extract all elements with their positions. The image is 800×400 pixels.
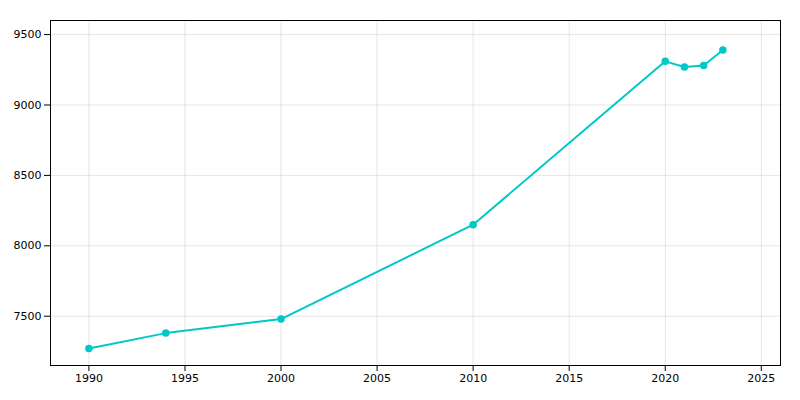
svg-text:1995: 1995 (171, 372, 199, 385)
svg-text:8500: 8500 (14, 169, 42, 182)
svg-text:1990: 1990 (75, 372, 103, 385)
svg-text:2010: 2010 (459, 372, 487, 385)
svg-text:2020: 2020 (651, 372, 679, 385)
svg-text:7500: 7500 (14, 310, 42, 323)
svg-text:2025: 2025 (747, 372, 775, 385)
svg-text:9500: 9500 (14, 28, 42, 41)
svg-text:8000: 8000 (14, 239, 42, 252)
svg-text:9000: 9000 (14, 99, 42, 112)
svg-text:2015: 2015 (555, 372, 583, 385)
svg-text:2000: 2000 (267, 372, 295, 385)
svg-text:2005: 2005 (363, 372, 391, 385)
